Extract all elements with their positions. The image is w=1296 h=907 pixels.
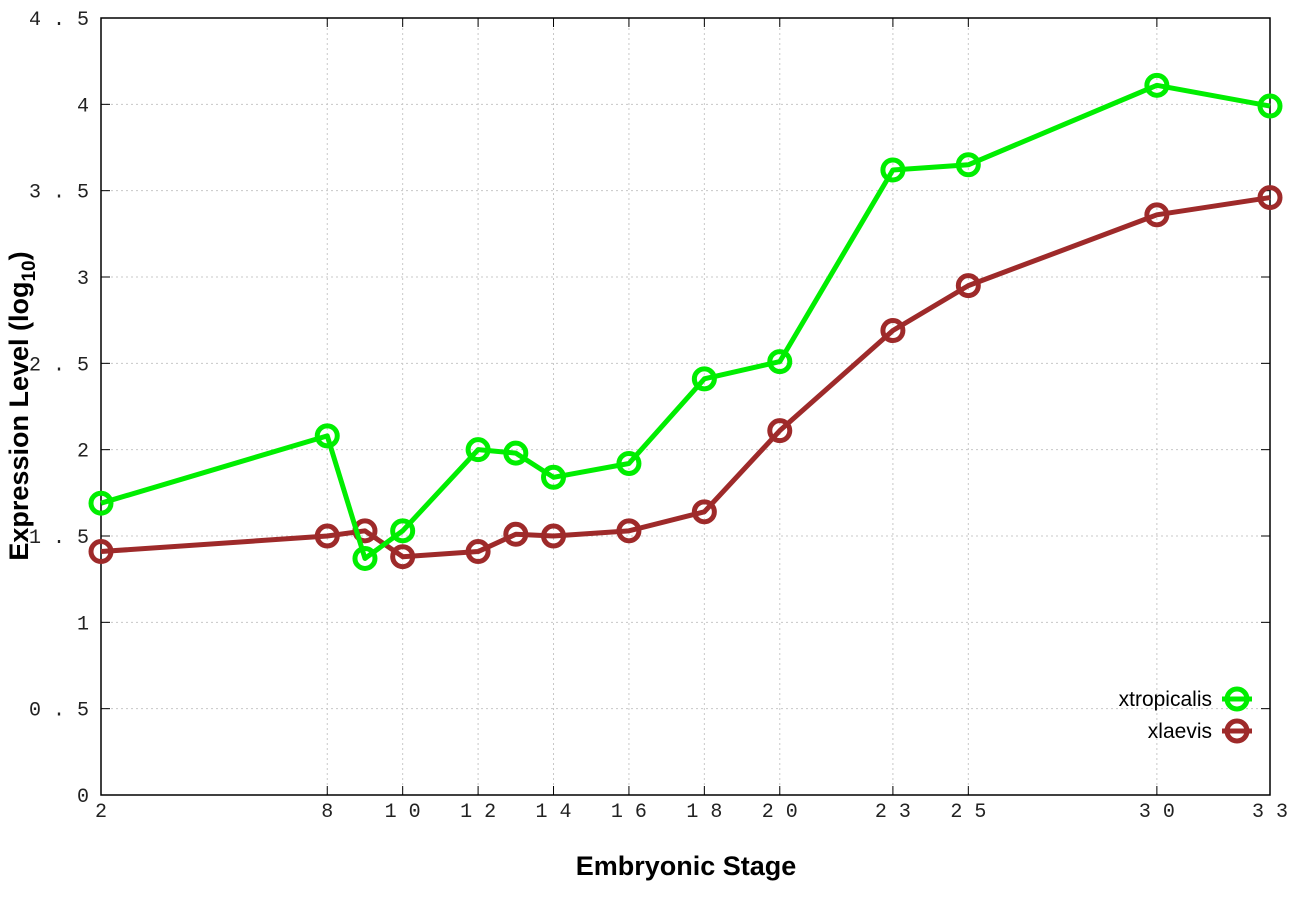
data-point-xlaevis [88,539,114,565]
x-tick-label: 8 [321,801,333,824]
series-line-xtropicalis [100,82,1271,561]
data-point-xtropicalis [691,366,717,392]
x-tick-label: 2 3 [875,801,911,824]
data-point-xtropicalis [465,437,491,463]
grid [101,18,1270,795]
y-tick-label: 2 [77,441,89,464]
y-tick-label: 1 [77,613,89,636]
series-group [88,72,1283,571]
series-line-xlaevis [100,195,1271,560]
legend-marker-xlaevis [1224,718,1250,744]
plot-frame [100,17,1271,796]
data-point-xtropicalis [352,545,378,571]
data-point-xtropicalis [541,464,567,490]
data-point-xlaevis [503,521,529,547]
data-point-xtropicalis [390,518,416,544]
y-tick-label: 2 . 5 [29,354,89,377]
data-point-xtropicalis [955,152,981,178]
data-point-xtropicalis [1257,93,1283,119]
y-tick-label: 3 . 5 [29,182,89,205]
y-tick-label: 4 [77,95,89,118]
legend-label-xtropicalis: xtropicalis [1119,688,1212,711]
x-tick-label: 2 [95,801,107,824]
y-axis-label: Expression Level (log10) [4,251,40,560]
data-point-xlaevis [1144,202,1170,228]
legend-marker-xtropicalis [1224,686,1250,712]
x-tick-label: 3 3 [1252,801,1288,824]
y-tick-label: 0 [77,786,89,809]
series-xtropicalis [88,72,1283,571]
series-xlaevis [88,185,1283,570]
data-point-xlaevis [1257,185,1283,211]
x-tick-label: 1 4 [536,801,572,824]
data-point-xlaevis [390,544,416,570]
data-point-xtropicalis [1144,72,1170,98]
data-point-xlaevis [314,523,340,549]
data-point-xlaevis [691,499,717,525]
x-tick-label: 1 6 [611,801,647,824]
data-point-xlaevis [880,318,906,344]
y-tick-label: 1 . 5 [29,527,89,550]
x-tick-label: 1 8 [686,801,722,824]
legend: xtropicalis xlaevis [1119,686,1252,744]
x-tick-label: 1 0 [385,801,421,824]
data-point-xlaevis [541,523,567,549]
legend-label-xlaevis: xlaevis [1148,720,1212,743]
y-tick-label: 0 . 5 [29,700,89,723]
data-point-xlaevis [465,539,491,565]
data-point-xlaevis [955,273,981,299]
x-tick-label: 1 2 [460,801,496,824]
axes: 0 0 . 5 1 1 . 5 2 2 . 5 3 3 . 5 4 4 . 5 2 8 1 0 1 2 1 … [29,9,1288,824]
x-tick-label: 2 5 [950,801,986,824]
data-point-xtropicalis [503,440,529,466]
data-point-xtropicalis [88,490,114,516]
data-point-xlaevis [616,518,642,544]
data-point-xlaevis [767,418,793,444]
data-point-xtropicalis [314,423,340,449]
data-point-xtropicalis [880,157,906,183]
x-axis-label: Embryonic Stage [576,851,797,881]
data-point-xtropicalis [767,349,793,375]
x-tick-label: 3 0 [1139,801,1175,824]
y-tick-label: 4 . 5 [29,9,89,32]
x-tick-label: 2 0 [762,801,798,824]
data-point-xtropicalis [616,450,642,476]
y-tick-label: 3 [77,268,89,291]
